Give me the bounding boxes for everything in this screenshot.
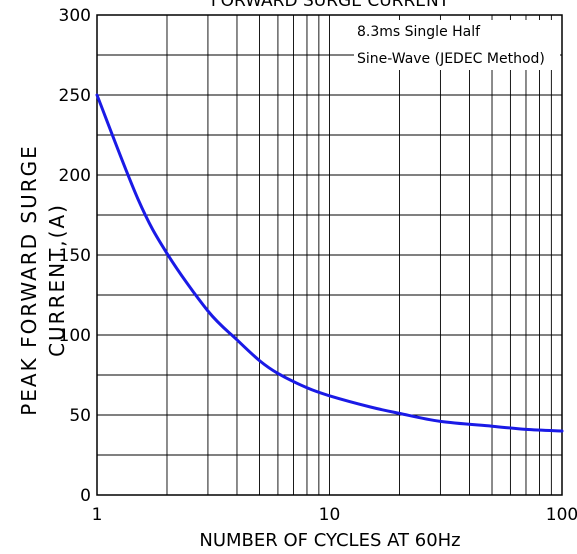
y-axis-title: PEAK FORWARD SURGE CURRENT,(A) — [17, 144, 69, 416]
x-tick-label: 100 — [546, 505, 577, 525]
y-tick-label: 300 — [59, 6, 91, 26]
x-tick-labels: 1 10 100 — [92, 505, 577, 525]
y-tick-label: 200 — [59, 166, 91, 186]
y-axis-title-line-1: PEAK FORWARD SURGE — [17, 144, 41, 416]
x-axis-title: NUMBER OF CYCLES AT 60Hz — [199, 530, 460, 551]
y-tick-label: 100 — [59, 326, 91, 346]
grid-lines — [97, 15, 562, 495]
chart-title: FORWARD SURGE CURRENT — [211, 0, 450, 11]
annotation-line-2: Sine-Wave (JEDEC Method) — [357, 51, 545, 67]
y-tick-label: 250 — [59, 86, 91, 106]
x-tick-label: 1 — [92, 505, 103, 525]
surge-current-curve — [95, 93, 564, 433]
annotation-line-1: 8.3ms Single Half — [357, 24, 481, 40]
annotation-background — [354, 20, 560, 70]
y-tick-label: 50 — [69, 406, 91, 426]
y-tick-labels: 0 50 100 150 200 250 300 — [59, 6, 91, 506]
y-tick-label: 150 — [59, 246, 91, 266]
x-tick-label: 10 — [319, 505, 341, 525]
plot-frame — [96, 14, 563, 496]
y-axis-title-line-2: CURRENT,(A) — [45, 203, 69, 357]
y-tick-label: 0 — [80, 486, 91, 506]
